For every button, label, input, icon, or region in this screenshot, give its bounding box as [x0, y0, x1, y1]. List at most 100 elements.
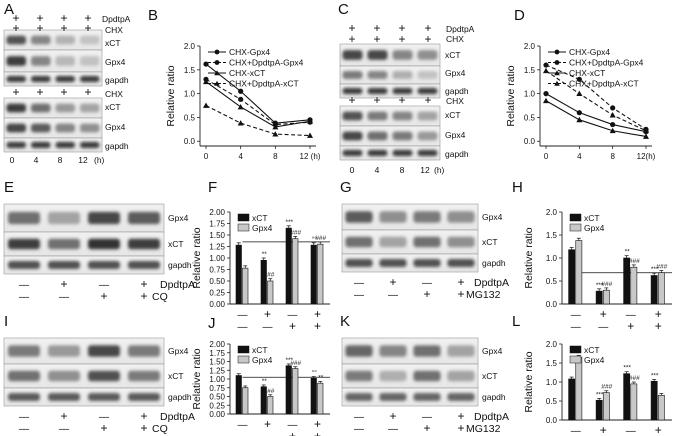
blot-e-dpdtpa-minus-3: — [99, 280, 109, 291]
blot-e-cq-plus-4: + [140, 289, 147, 303]
blot-a2-xct-lane-2 [30, 103, 51, 113]
chart-b-xtick-label-0: 0 [204, 152, 209, 161]
blot-k-mg132-minus-2: — [388, 424, 398, 435]
chart-h-ylabel: Relative ratio [523, 227, 535, 288]
blot-a-gapdh-lane-1 [6, 75, 27, 83]
blot-c-dpdtpa-plus-4: + [424, 21, 431, 35]
chart-h-ytick-label-4: 2.0 [546, 208, 558, 217]
blot-e-label-xct: xCT [168, 239, 184, 249]
chart-f-row2-minus-1: — [238, 322, 248, 333]
blot-k-label-gapdh: gapdh [482, 392, 506, 402]
blot-k-mg132-minus-1: — [354, 424, 364, 435]
panel-label-J: J [208, 315, 216, 332]
chart-l-bar-1-1 [602, 392, 610, 421]
chart-b-series-3-point-1 [237, 120, 244, 126]
blot-c-xct-lane-3 [392, 50, 413, 60]
blot-a-chx-plus-4: + [84, 21, 91, 35]
chart-j-sig-0-2: *** [285, 357, 293, 364]
blot-a-gpx4-lane-1 [6, 56, 27, 66]
blot-c-label-dpdtpa: DpdtpA [446, 24, 475, 34]
chart-f-ytick-label-0: 0.00 [209, 300, 225, 309]
blot-k-gapdh-lane-2 [379, 393, 407, 401]
blot-k-xct-lane-3 [413, 370, 441, 382]
blot-a2-gapdh-membrane [3, 137, 103, 153]
chart-l-sig-1-1: ### [601, 384, 612, 391]
chart-h-bar-1-3 [657, 272, 665, 305]
blot-k-gapdh-membrane [341, 387, 479, 407]
chart-h-row2-plus-3: + [627, 319, 634, 333]
chart-j-row2-minus-2: — [263, 432, 273, 436]
blot-a2-chx-plus-1: + [12, 85, 19, 99]
blot-c-label-gpx4: Gpx4 [445, 68, 466, 78]
blot-i-cq-plus-3: + [100, 421, 107, 435]
chart-b-series-3-line [205, 105, 311, 137]
chart-b-xtick-label-2: 8 [273, 152, 278, 161]
chart-h-bar-1-0 [575, 240, 583, 305]
blot-a-gapdh-lane-4 [79, 75, 100, 83]
panel-label-L: L [512, 313, 520, 330]
blot-g-gpx4-lane-1 [345, 211, 373, 223]
blot-a-label-xct: xCT [105, 38, 121, 48]
chart-l-ytick-label-0: 0.0 [546, 416, 558, 425]
chart-h-row2-minus-1: — [571, 322, 581, 333]
blot-c2-xct-lane-3 [392, 111, 413, 121]
blot-a-xct-lane-1 [6, 35, 27, 45]
blot-a2-label-chx: CHX [105, 89, 123, 99]
blot-e-label-cq: CQ [152, 291, 168, 303]
chart-d-legend-marker-2 [554, 70, 560, 76]
blot-a2-xct-lane-4 [79, 103, 100, 113]
blot-g-dpdtpa-plus-4: + [457, 275, 464, 289]
blot-c2-chx-plus-3: + [398, 93, 405, 107]
blot-c2-label-gapdh: gapdh [445, 149, 469, 159]
chart-f-ylabel: Relative ratio [191, 227, 203, 288]
chart-j-sig-1-1: ## [267, 388, 275, 395]
chart-f-bar-0-0 [235, 244, 242, 305]
blot-e-gapdh-lane-4 [128, 261, 160, 269]
blot-a2-gpx4-lane-2 [30, 123, 51, 133]
blot-c-time-4: 4 [375, 165, 380, 175]
chart-j-ytick-label-6: 1.50 [209, 358, 225, 367]
chart-b-legend-label-2: CHX-xCT [229, 68, 265, 78]
chart-l-bar-0-0 [568, 378, 576, 421]
chart-d-legend-marker-0 [554, 49, 560, 55]
chart-h-row1-minus-1: — [571, 310, 581, 321]
blot-a2-label-gapdh: gapdh [105, 141, 129, 151]
blot-i-cq-minus-2: — [59, 424, 69, 435]
chart-b-xtick-label-1: 4 [238, 152, 243, 161]
chart-h-ytick-label-0: 0.0 [546, 300, 558, 309]
blot-e-gpx4-lane-4 [128, 211, 160, 225]
blot-i-label-gapdh: gapdh [168, 392, 192, 402]
chart-d-ytick-label-0: 0.0 [524, 137, 536, 146]
panel-label-C: C [338, 1, 349, 18]
chart-j-bar-0-0 [235, 375, 242, 415]
chart-b-legend-label-1: CHX+DpdtpA-Gpx4 [229, 58, 304, 68]
chart-b-series-1-line [205, 78, 311, 126]
chart-h-row1-plus-4: + [655, 307, 662, 321]
blot-a2-label-gpx4: Gpx4 [105, 122, 126, 132]
blot-c-time-8: 8 [400, 165, 405, 175]
chart-b-ytick-label-4: 2.0 [184, 42, 196, 51]
blot-e-gpx4-lane-3 [88, 211, 120, 225]
chart-f-bar-1-1 [267, 280, 274, 305]
chart-f-ytick-label-6: 1.50 [209, 231, 225, 240]
chart-f-ytick-label-7: 1.75 [209, 220, 225, 229]
chart-j-bar-1-3 [317, 382, 324, 415]
blot-a-label-dpdtpa: DpdtpA [102, 14, 131, 24]
chart-j-ytick-label-8: 2.00 [209, 340, 225, 349]
chart-b-xtick-label-3: 12 (h) [300, 152, 321, 161]
blot-a-time-4: 4 [34, 155, 39, 165]
chart-b-series-0-point-0 [203, 61, 209, 67]
blot-a-gpx4-lane-2 [30, 56, 51, 66]
blot-i-label-xct: xCT [168, 371, 184, 381]
blot-i-label-gpx4: Gpx4 [168, 346, 189, 356]
blot-g-dpdtpa-minus-3: — [422, 278, 432, 289]
blot-c2-label-gpx4: Gpx4 [445, 130, 466, 140]
chart-f-row1-plus-2: + [264, 307, 271, 321]
chart-j-sig-1-2: ### [290, 360, 301, 367]
blot-a-dpdtpa-plus-4: + [84, 11, 91, 25]
blot-i-gapdh-membrane [3, 387, 165, 407]
blot-k-gapdh-lane-4 [447, 393, 475, 401]
blot-i-gapdh-lane-3 [88, 393, 120, 401]
blot-e-gapdh-lane-2 [48, 261, 80, 269]
